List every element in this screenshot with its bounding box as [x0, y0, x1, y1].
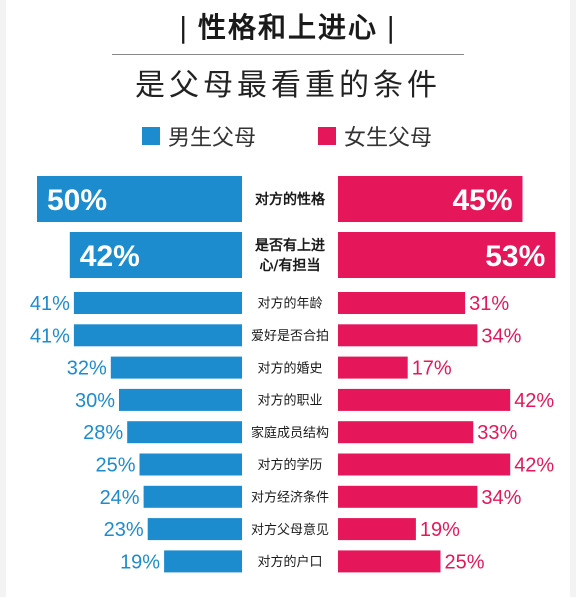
value-label-female: 19%	[420, 519, 460, 541]
value-label-female: 42%	[514, 455, 554, 477]
legend-female-label: 女生父母	[344, 126, 433, 151]
bar-female	[338, 324, 478, 347]
category-label: 爱好是否合拍	[251, 329, 329, 344]
legend-female: 女生父母	[318, 122, 433, 151]
value-label-male: 28%	[83, 422, 123, 444]
bar-male	[73, 292, 243, 314]
bar-male	[147, 518, 242, 541]
title-text: 性格和上进心	[197, 11, 378, 44]
bar-female	[338, 176, 523, 222]
legend-female-swatch	[318, 127, 336, 145]
value-label-male: 23%	[104, 519, 144, 541]
value-label-female: 17%	[412, 358, 452, 380]
value-label-male: 42%	[80, 240, 140, 273]
category-label: 对方的职业	[257, 393, 322, 409]
bar-male	[127, 421, 242, 444]
value-label-male: 19%	[120, 551, 160, 573]
category-label: 家庭成员结构	[251, 425, 329, 441]
category-label: 对方的学历	[257, 457, 322, 473]
bar-female	[338, 485, 478, 508]
value-label-male: 41%	[30, 293, 70, 315]
category-label: 对方的婚史	[257, 360, 322, 376]
category-label: 心/有担当	[259, 257, 320, 274]
bar-male	[69, 232, 242, 278]
value-label-female: 53%	[485, 240, 545, 273]
value-label-female: 33%	[477, 422, 517, 444]
bar-female	[338, 356, 408, 379]
value-label-female: 42%	[514, 390, 554, 412]
value-label-female: 25%	[445, 551, 485, 573]
value-label-male: 25%	[95, 455, 135, 477]
value-label-female: 34%	[481, 325, 521, 347]
bar-female	[338, 518, 416, 541]
title-bar-left: |	[178, 11, 190, 44]
bar-female	[338, 453, 511, 476]
legend-male: 男生父母	[142, 122, 257, 151]
bar-female	[338, 421, 474, 444]
title-bar-right: |	[386, 11, 398, 44]
value-label-female: 45%	[452, 184, 512, 217]
value-label-female: 34%	[481, 487, 521, 509]
value-label-male: 50%	[47, 184, 107, 217]
bar-female	[338, 232, 556, 278]
category-label: 对方的户口	[257, 554, 322, 570]
page-title: | 性格和上进心 |	[0, 6, 576, 46]
value-label-male: 30%	[75, 390, 115, 412]
legend-male-label: 男生父母	[168, 126, 257, 151]
category-label: 对方的性格	[255, 191, 326, 208]
page-subtitle: 是父母最看重的条件	[135, 68, 441, 103]
bar-male	[164, 550, 242, 573]
bar-male	[110, 356, 242, 379]
bar-male	[119, 388, 242, 411]
value-label-male: 32%	[67, 358, 107, 380]
bar-male	[37, 176, 242, 222]
legend-male-swatch	[142, 127, 160, 145]
value-label-male: 41%	[30, 325, 70, 347]
bar-female	[338, 388, 511, 411]
bar-male	[143, 485, 242, 508]
value-label-male: 24%	[100, 487, 140, 509]
title-divider	[112, 54, 464, 55]
bar-female	[338, 550, 441, 573]
bar-male	[139, 453, 242, 476]
value-label-female: 31%	[469, 293, 509, 315]
category-label: 对方父母意见	[251, 522, 329, 538]
bar-female	[338, 292, 466, 314]
category-label: 是否有上进	[255, 237, 325, 254]
category-label: 对方经济条件	[251, 489, 329, 505]
category-label: 对方的年龄	[257, 296, 322, 312]
bar-male	[73, 324, 243, 347]
